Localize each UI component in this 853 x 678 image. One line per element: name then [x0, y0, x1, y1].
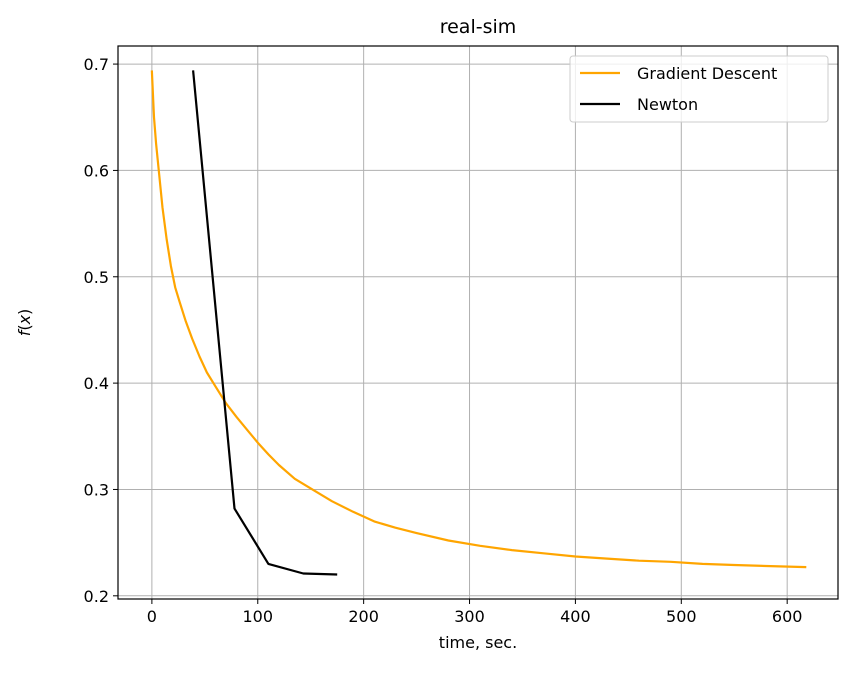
chart-title: real-sim: [440, 16, 517, 38]
legend-box: [569, 55, 829, 123]
y-tick-label: 0.2: [84, 587, 109, 606]
x-tick-label: 500: [666, 607, 697, 626]
x-tick-label: 300: [454, 607, 485, 626]
x-axis-label: time, sec.: [439, 633, 517, 652]
y-tick-label: 0.3: [84, 480, 109, 499]
grid: [118, 46, 838, 599]
plot-lines: [150, 70, 807, 576]
x-tick-label: 100: [242, 607, 273, 626]
y-axis-label: f(x): [15, 309, 34, 337]
y-tick-label: 0.5: [84, 268, 109, 287]
legend-label-newton: Newton: [637, 95, 698, 114]
y-tick-label: 0.7: [84, 55, 109, 74]
axis-ticks: 0 100 200 300 400 500 600 0.2 0.3 0.4 0.5 0.6 0.7: [84, 55, 803, 626]
x-tick-label: 200: [348, 607, 379, 626]
plot-frame: [117, 45, 839, 600]
x-tick-label: 600: [772, 607, 803, 626]
legend: Gradient Descent Newton: [569, 55, 829, 123]
x-tick-label: 0: [147, 607, 157, 626]
y-tick-label: 0.6: [84, 161, 109, 180]
legend-label-gradient-descent: Gradient Descent: [637, 64, 777, 83]
x-tick-label: 400: [560, 607, 591, 626]
y-tick-label: 0.4: [84, 374, 109, 393]
series-line-newton: [192, 70, 338, 576]
series-line-gradient-descent: [150, 70, 807, 569]
